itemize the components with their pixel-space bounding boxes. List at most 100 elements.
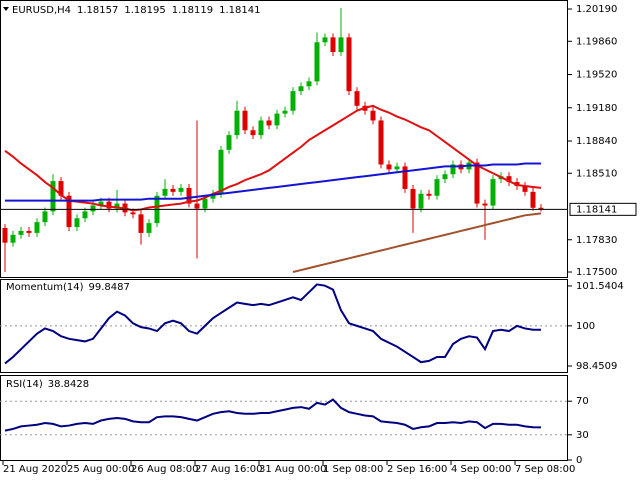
candle-body (106, 201, 112, 209)
candle-body (442, 174, 448, 180)
candle-body (10, 234, 16, 243)
candle-body (482, 203, 488, 206)
candle-body (34, 222, 40, 233)
current-price-label: 1.18141 (576, 204, 617, 215)
indicator-value: 99.8487 (89, 282, 130, 293)
candle-body (450, 164, 456, 175)
x-tick-label: 2 Sep 16:00 (387, 464, 447, 475)
candle-body (274, 113, 280, 126)
y-tick-label: 1.18510 (576, 168, 617, 179)
candle-body (114, 203, 120, 209)
high: 1.18195 (124, 5, 165, 16)
candle-body (242, 110, 248, 131)
x-tick-label: 31 Aug 00:00 (259, 464, 326, 475)
candle-body (354, 91, 360, 106)
candle-body (370, 110, 376, 121)
candle-body (378, 120, 384, 165)
y-tick-label: 1.19180 (576, 103, 617, 114)
candle-body (322, 37, 328, 43)
menu-arrow[interactable] (3, 7, 9, 11)
candle-body (434, 179, 440, 196)
y-tick-label: 1.17500 (576, 267, 617, 278)
y-tick-label: 1.19520 (576, 70, 617, 81)
x-tick-label: 27 Aug 16:00 (195, 464, 262, 475)
close: 1.18141 (219, 5, 260, 16)
y-tick-label: 0 (576, 455, 582, 466)
momentum-header: Momentum(14) 99.8487 (6, 282, 130, 293)
candle-body (82, 211, 88, 219)
candle-body (50, 181, 56, 212)
x-tick-label: 7 Sep 08:00 (515, 464, 575, 475)
candle-body (170, 188, 176, 192)
y-tick-label: 101.5404 (576, 281, 624, 292)
candle-body (490, 179, 496, 206)
candle-body (314, 42, 320, 82)
candle-body (426, 193, 432, 196)
rsi-panel (0, 375, 568, 461)
rsi-header: RSI(14) 38.8428 (6, 379, 89, 390)
indicator-line (4, 104, 542, 212)
candle-body (218, 149, 224, 194)
candle-body (138, 214, 144, 233)
candle-body (202, 198, 208, 209)
candle-body (162, 188, 168, 196)
y-tick-label: 30 (576, 430, 589, 441)
main-panel (0, 0, 568, 278)
indicator-value: 38.8428 (48, 379, 89, 390)
x-tick-label: 25 Aug 00:00 (67, 464, 134, 475)
candle-body (258, 120, 264, 136)
candle-body (26, 230, 32, 233)
candle-body (306, 81, 312, 87)
candle-body (178, 187, 184, 192)
candle-body (66, 195, 72, 228)
candle-body (402, 166, 408, 189)
x-tick-label: 4 Sep 00:00 (451, 464, 511, 475)
low: 1.18119 (172, 5, 213, 16)
candle-body (58, 181, 64, 196)
indicator-line (4, 283, 542, 365)
y-tick-label: 1.19860 (576, 36, 617, 47)
candle-body (410, 188, 416, 209)
candle-body (506, 176, 512, 183)
chart-header: EURUSD,H4 1.18157 1.18195 1.18119 1.18141 (12, 5, 260, 16)
candle-body (394, 166, 400, 170)
candle-body (418, 193, 424, 209)
candle-body (234, 110, 240, 136)
candle-body (522, 185, 528, 192)
indicator-line (292, 212, 542, 273)
candle-body (282, 110, 288, 114)
indicator-name: RSI(14) (6, 379, 43, 390)
candle-body (42, 211, 48, 223)
candle-body (386, 164, 392, 170)
x-tick-label: 1 Sep 08:00 (323, 464, 383, 475)
indicator-name: Momentum(14) (6, 282, 84, 293)
candle-body (146, 223, 152, 233)
candle-body (74, 218, 80, 228)
current-price-box (569, 202, 637, 216)
x-tick-label: 21 Aug 2020 (3, 464, 67, 475)
candle-body (130, 212, 136, 215)
y-tick-label: 70 (576, 396, 589, 407)
candle-body (338, 37, 344, 53)
candle-body (194, 203, 200, 209)
candle-body (530, 191, 536, 208)
indicator-line (4, 398, 542, 432)
candle-body (298, 86, 304, 92)
symbol: EURUSD,H4 (12, 5, 71, 16)
y-tick-label: 100 (576, 321, 595, 332)
candle-body (18, 230, 24, 235)
candle-body (290, 91, 296, 111)
y-tick-label: 98.4509 (576, 361, 617, 372)
candle-body (250, 130, 256, 136)
candle-body (90, 205, 96, 212)
candle-body (266, 120, 272, 126)
open: 1.18157 (77, 5, 118, 16)
x-tick-label: 26 Aug 08:00 (131, 464, 198, 475)
y-tick-label: 1.17830 (576, 235, 617, 246)
candle-body (474, 162, 480, 204)
candle-body (98, 201, 104, 206)
candle-body (226, 135, 232, 150)
